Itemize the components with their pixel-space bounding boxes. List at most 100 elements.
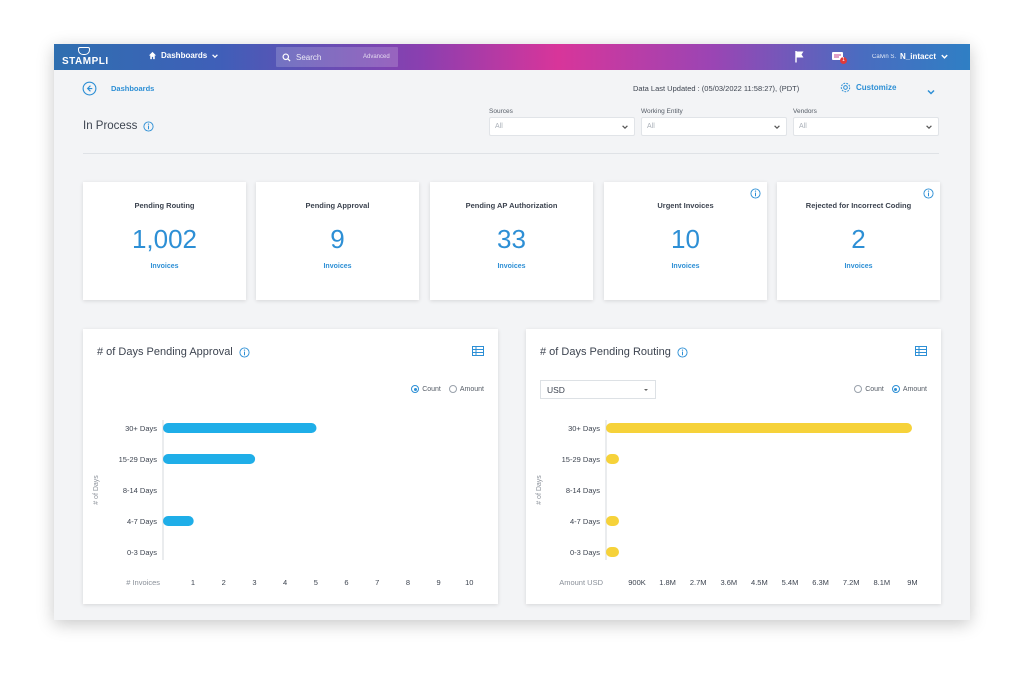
card-pending-approval[interactable]: Pending Approval 9 Invoices: [256, 182, 419, 300]
chevron-down-icon: [927, 89, 935, 95]
user-name: Calvin S.: [872, 53, 897, 60]
y-tick-label: 30+ Days: [568, 424, 600, 433]
radio-amount[interactable]: Amount: [448, 385, 484, 393]
filter-label: Working Entity: [641, 108, 683, 115]
approval-bar-chart: 30+ Days 15-29 Days 8-14 Days 4-7 Days 0-3 D…: [93, 420, 473, 587]
home-icon: [148, 51, 157, 60]
caret-down-icon: [644, 388, 648, 391]
notifications-button[interactable]: 1: [831, 50, 847, 68]
vendors-filter[interactable]: Vendors All: [793, 108, 939, 136]
radio-dot-selected: [891, 385, 900, 393]
bar: [163, 454, 256, 464]
y-axis-label: # of Days: [536, 475, 543, 505]
page-title-text: In Process: [83, 120, 138, 132]
stampli-logo[interactable]: STAMPLI: [62, 47, 108, 69]
card-value: 1,002: [131, 224, 198, 254]
bar: [606, 454, 619, 464]
working-entity-filter[interactable]: Working Entity All: [641, 108, 787, 136]
filter-value: All: [799, 123, 807, 130]
vendors-select[interactable]: All: [793, 117, 939, 136]
chevron-down-icon: [212, 53, 219, 58]
panel-title: # of Days Pending Routing: [540, 346, 688, 358]
working-entity-select[interactable]: All: [641, 117, 787, 136]
x-tick-label: 2: [222, 578, 226, 587]
x-tick-label: 4: [283, 578, 287, 587]
radio-dot: [448, 385, 457, 393]
y-tick-label: 4-7 Days: [570, 517, 600, 526]
x-tick-label: 8: [406, 578, 410, 587]
bar: [163, 423, 317, 433]
customize-button[interactable]: Customize: [840, 82, 896, 93]
data-last-updated: Data Last Updated : (05/03/2022 11:58:27…: [633, 84, 800, 93]
y-tick-label: 8-14 Days: [123, 486, 157, 495]
bar: [606, 423, 912, 433]
radio-count[interactable]: Count: [411, 385, 441, 393]
currency-select[interactable]: USD: [540, 380, 656, 399]
logo-hat-icon: [78, 47, 90, 55]
info-icon[interactable]: [750, 188, 761, 199]
radio-label: Count: [422, 385, 441, 393]
y-tick-label: 30+ Days: [125, 424, 157, 433]
card-unit: Invoices: [844, 263, 873, 270]
x-tick-label: 4.5M: [751, 578, 768, 587]
logo-text: STAMPLI: [62, 56, 109, 67]
panel-title-text: # of Days Pending Routing: [540, 346, 671, 358]
chevron-down-icon: [941, 54, 948, 59]
filter-label: Sources: [489, 108, 513, 115]
x-axis-label: Amount USD: [559, 578, 603, 587]
x-tick-label: 5: [314, 578, 318, 587]
back-button[interactable]: [82, 81, 97, 101]
info-icon[interactable]: [923, 188, 934, 199]
card-value: 2: [851, 224, 866, 254]
x-tick-label: 1.8M: [659, 578, 676, 587]
y-tick-label: 8-14 Days: [566, 486, 600, 495]
card-rejected-incorrect-coding[interactable]: Rejected for Incorrect Coding 2 Invoices: [777, 182, 940, 300]
customize-label: Customize: [856, 83, 897, 92]
dashboards-menu-label: Dashboards: [161, 51, 208, 60]
x-tick-label: 1: [191, 578, 195, 587]
card-title: Urgent Invoices: [657, 201, 714, 210]
info-icon[interactable]: [143, 120, 154, 132]
radio-count[interactable]: Count: [854, 385, 884, 393]
section-divider: [83, 153, 939, 154]
top-navigation-bar: STAMPLI Dashboards Advanced 1 Calvin S. …: [54, 44, 970, 70]
table-view-icon[interactable]: [472, 346, 484, 356]
flag-button[interactable]: [794, 50, 805, 68]
panel-title-text: # of Days Pending Approval: [97, 346, 233, 358]
card-unit: Invoices: [323, 263, 352, 270]
info-icon[interactable]: [677, 346, 688, 358]
filter-value: All: [495, 123, 503, 130]
card-pending-routing[interactable]: Pending Routing 1,002 Invoices: [83, 182, 246, 300]
y-tick-label: 15-29 Days: [562, 455, 601, 464]
metric-radio-group: Count Amount: [411, 385, 484, 393]
radio-amount[interactable]: Amount: [891, 385, 927, 393]
bar: [606, 516, 619, 526]
filter-value: All: [647, 123, 655, 130]
card-value: 9: [330, 224, 345, 254]
breadcrumb[interactable]: Dashboards: [111, 84, 155, 93]
header-collapse-button[interactable]: [926, 84, 936, 102]
sources-select[interactable]: All: [489, 117, 635, 136]
dashboards-menu[interactable]: Dashboards: [148, 51, 219, 60]
x-tick-label: 8.1M: [873, 578, 890, 587]
gear-icon: [840, 82, 851, 93]
bar: [163, 516, 194, 526]
search-input[interactable]: [296, 52, 352, 62]
chevron-down-icon: [926, 124, 932, 129]
sources-filter[interactable]: Sources All: [489, 108, 635, 136]
chevron-down-icon: [622, 124, 628, 129]
x-tick-label: 7: [375, 578, 379, 587]
panel-days-pending-routing: # of Days Pending Routing USD Count Amou…: [526, 329, 941, 604]
table-view-icon[interactable]: [915, 346, 927, 356]
card-pending-ap-authorization[interactable]: Pending AP Authorization 33 Invoices: [430, 182, 593, 300]
chevron-down-icon: [774, 124, 780, 129]
flag-icon: [795, 51, 804, 63]
card-urgent-invoices[interactable]: Urgent Invoices 10 Invoices: [604, 182, 767, 300]
panel-title: # of Days Pending Approval: [97, 346, 250, 358]
advanced-search-link[interactable]: Advanced: [363, 54, 390, 60]
y-tick-label: 0-3 Days: [127, 548, 157, 557]
user-menu[interactable]: Calvin S. N_intacct: [872, 52, 949, 61]
x-tick-label: 9: [437, 578, 441, 587]
info-icon[interactable]: [239, 346, 250, 358]
search-box[interactable]: Advanced: [276, 47, 398, 67]
